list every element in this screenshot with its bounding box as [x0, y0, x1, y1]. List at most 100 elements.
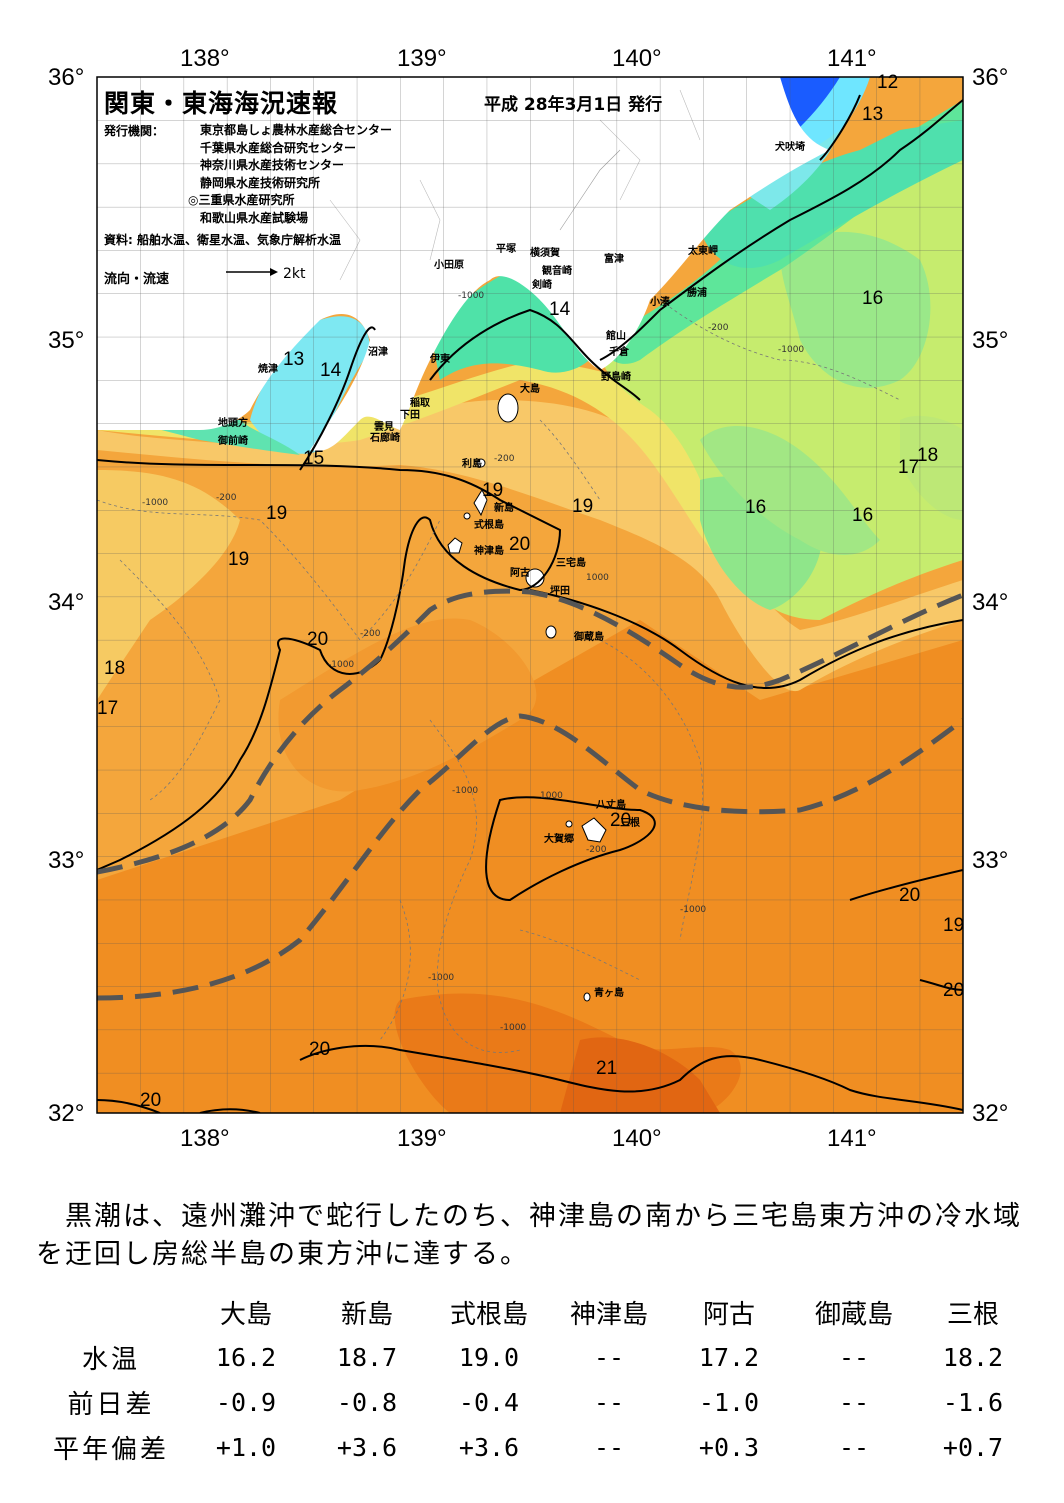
station-header: 阿古 — [702, 1300, 755, 1330]
lon-tick-label: 138° — [180, 45, 230, 72]
isotherm-labels: 12 13 13 14 14 15 16 16 16 17 18 17 18 1… — [97, 72, 964, 1111]
table-header-row: 大島 新島 式根島 神津島 阿古 御蔵島 三根 — [36, 1290, 1028, 1335]
station-header: 大島 — [219, 1300, 272, 1330]
place-label: 下田 — [400, 409, 420, 421]
place-label: 富津 — [604, 252, 624, 265]
table-cell: -- — [593, 1433, 625, 1462]
table-cell: +3.6 — [458, 1433, 520, 1462]
issue-date: 平成 28年3月1日 発行 — [484, 95, 663, 115]
table-cell: -- — [593, 1388, 625, 1417]
place-label: 野島崎 — [601, 370, 631, 383]
depth-label: -200 — [216, 493, 237, 503]
isotherm-label: 19 — [228, 549, 249, 570]
latitude-labels-right: 36° 35° 34° 33° 32° — [972, 64, 1008, 1127]
lat-tick-label: 34° — [972, 589, 1008, 616]
place-names: 犬吠埼 太東岬 勝浦 小湊 富津 館山 千倉 野島崎 横須賀 観音崎 剣崎 平塚… — [217, 140, 805, 999]
place-label: 地頭方 — [218, 416, 248, 429]
station-header: 新島 — [340, 1300, 393, 1330]
depth-label: -1000 — [778, 345, 804, 355]
table-cell: -- — [838, 1433, 870, 1462]
table-cell: 18.2 — [942, 1343, 1004, 1372]
issuer-item: 千葉県水産総合研究センター — [200, 140, 357, 155]
isotherm-label: 18 — [104, 658, 125, 679]
lon-tick-label: 140° — [612, 45, 662, 72]
lat-tick-label: 36° — [972, 64, 1008, 91]
lat-tick-label: 32° — [48, 1100, 84, 1127]
place-label: 三根 — [620, 816, 640, 829]
row-label: 平年偏差 — [52, 1435, 169, 1465]
issuer-list: 東京都島しょ農林水産総合センター 千葉県水産総合研究センター 神奈川県水産技術セ… — [188, 122, 393, 227]
isotherm-label: 14 — [320, 360, 342, 381]
issuer-label: 発行機関： — [104, 124, 165, 138]
place-label: 小田原 — [433, 258, 464, 271]
data-source: 資料: 船舶水温、衛星水温、気象庁解析水温 — [104, 233, 341, 247]
sea-temperature-map: 138° 139° 140° 141° 138° 139° 140° 141° … — [48, 45, 1008, 1152]
flow-legend-unit: 2kt — [283, 266, 306, 282]
place-label: 八丈島 — [595, 798, 626, 811]
isotherm-label: 16 — [862, 288, 883, 309]
summary-text: 黒潮は、遠州灘沖で蛇行したのち、神津島の南から三宅島東方沖の冷水域を迂回し房総半… — [36, 1198, 1026, 1274]
row-label: 水温 — [81, 1345, 140, 1375]
isotherm-label: 17 — [97, 698, 118, 719]
latitude-labels-left: 36° 35° 34° 33° 32° — [48, 64, 84, 1127]
isotherm-label: 20 — [509, 534, 530, 555]
place-label: 青ヶ島 — [594, 986, 624, 999]
issuer-item: 東京都島しょ農林水産総合センター — [200, 123, 393, 137]
place-label: 稲取 — [410, 396, 431, 409]
lat-tick-label: 35° — [972, 327, 1008, 354]
place-label: 横須賀 — [530, 246, 560, 259]
isotherm-label: 17 — [898, 457, 919, 478]
isotherm-label: 14 — [549, 299, 571, 320]
observation-table: 大島 新島 式根島 神津島 阿古 御蔵島 三根 水温 16.2 18.7 19.… — [36, 1290, 1028, 1470]
table-cell: 19.0 — [458, 1343, 520, 1372]
longitude-labels-bottom: 138° 139° 140° 141° — [180, 1125, 877, 1152]
depth-label: -1000 — [428, 973, 454, 983]
table-cell: -0.8 — [336, 1388, 398, 1417]
issuer-item: ◎三重県水産研究所 — [188, 193, 295, 207]
lon-tick-label: 138° — [180, 1125, 230, 1152]
depth-label: -1000 — [458, 291, 484, 301]
table-cell: 17.2 — [698, 1343, 760, 1372]
table-cell: +0.7 — [942, 1433, 1004, 1462]
isotherm-label: 20 — [307, 629, 328, 650]
lon-tick-label: 139° — [397, 45, 447, 72]
isotherm-label: 15 — [303, 448, 324, 469]
table-cell: -- — [838, 1343, 870, 1372]
place-label: 石廊崎 — [369, 431, 400, 444]
isotherm-label: 13 — [283, 349, 304, 370]
depth-label: -200 — [360, 629, 381, 639]
table-cell: +1.0 — [215, 1433, 277, 1462]
place-label: 観音崎 — [542, 264, 572, 277]
place-label: 大賀郷 — [544, 832, 574, 845]
table-cell: -1.6 — [942, 1388, 1004, 1417]
lon-tick-label: 141° — [827, 1125, 877, 1152]
place-label: 館山 — [605, 329, 626, 342]
place-label: 小湊 — [649, 295, 671, 308]
depth-label: -1000 — [680, 905, 706, 915]
depth-label: -1000 — [328, 660, 354, 670]
flow-legend-label: 流向・流速 — [104, 272, 170, 287]
table-row: 前日差 -0.9 -0.8 -0.4 -- -1.0 -- -1.6 — [36, 1380, 1028, 1425]
isotherm-label: 19 — [482, 480, 503, 501]
isotherm-label: 20 — [610, 810, 631, 831]
table-cell: -1.0 — [698, 1388, 760, 1417]
isotherm-label: 19 — [572, 496, 593, 517]
flow-legend-arrow — [226, 268, 278, 276]
isotherm-label: 16 — [745, 497, 766, 518]
depth-label: 1000 — [586, 573, 609, 583]
depth-label: 1000 — [540, 791, 563, 801]
isotherm-label: 20 — [943, 980, 964, 1001]
depth-label: -200 — [586, 845, 607, 855]
map-area — [97, 77, 963, 1113]
isotherm-label: 19 — [266, 503, 287, 524]
table-cell: +0.3 — [698, 1433, 760, 1462]
place-label: 千倉 — [609, 345, 630, 358]
longitude-labels-top: 138° 139° 140° 141° — [180, 45, 877, 72]
table-cell: -- — [838, 1388, 870, 1417]
map-frame — [96, 76, 964, 1114]
place-label: 伊東 — [429, 352, 450, 365]
summary-body: 黒潮は、遠州灘沖で蛇行したのち、神津島の南から三宅島東方沖の冷水域を迂回し房総半… — [36, 1201, 1022, 1270]
table-row: 水温 16.2 18.7 19.0 -- 17.2 -- 18.2 — [36, 1335, 1028, 1380]
table-cell: +3.6 — [336, 1433, 398, 1462]
table-cell: -0.9 — [215, 1388, 277, 1417]
